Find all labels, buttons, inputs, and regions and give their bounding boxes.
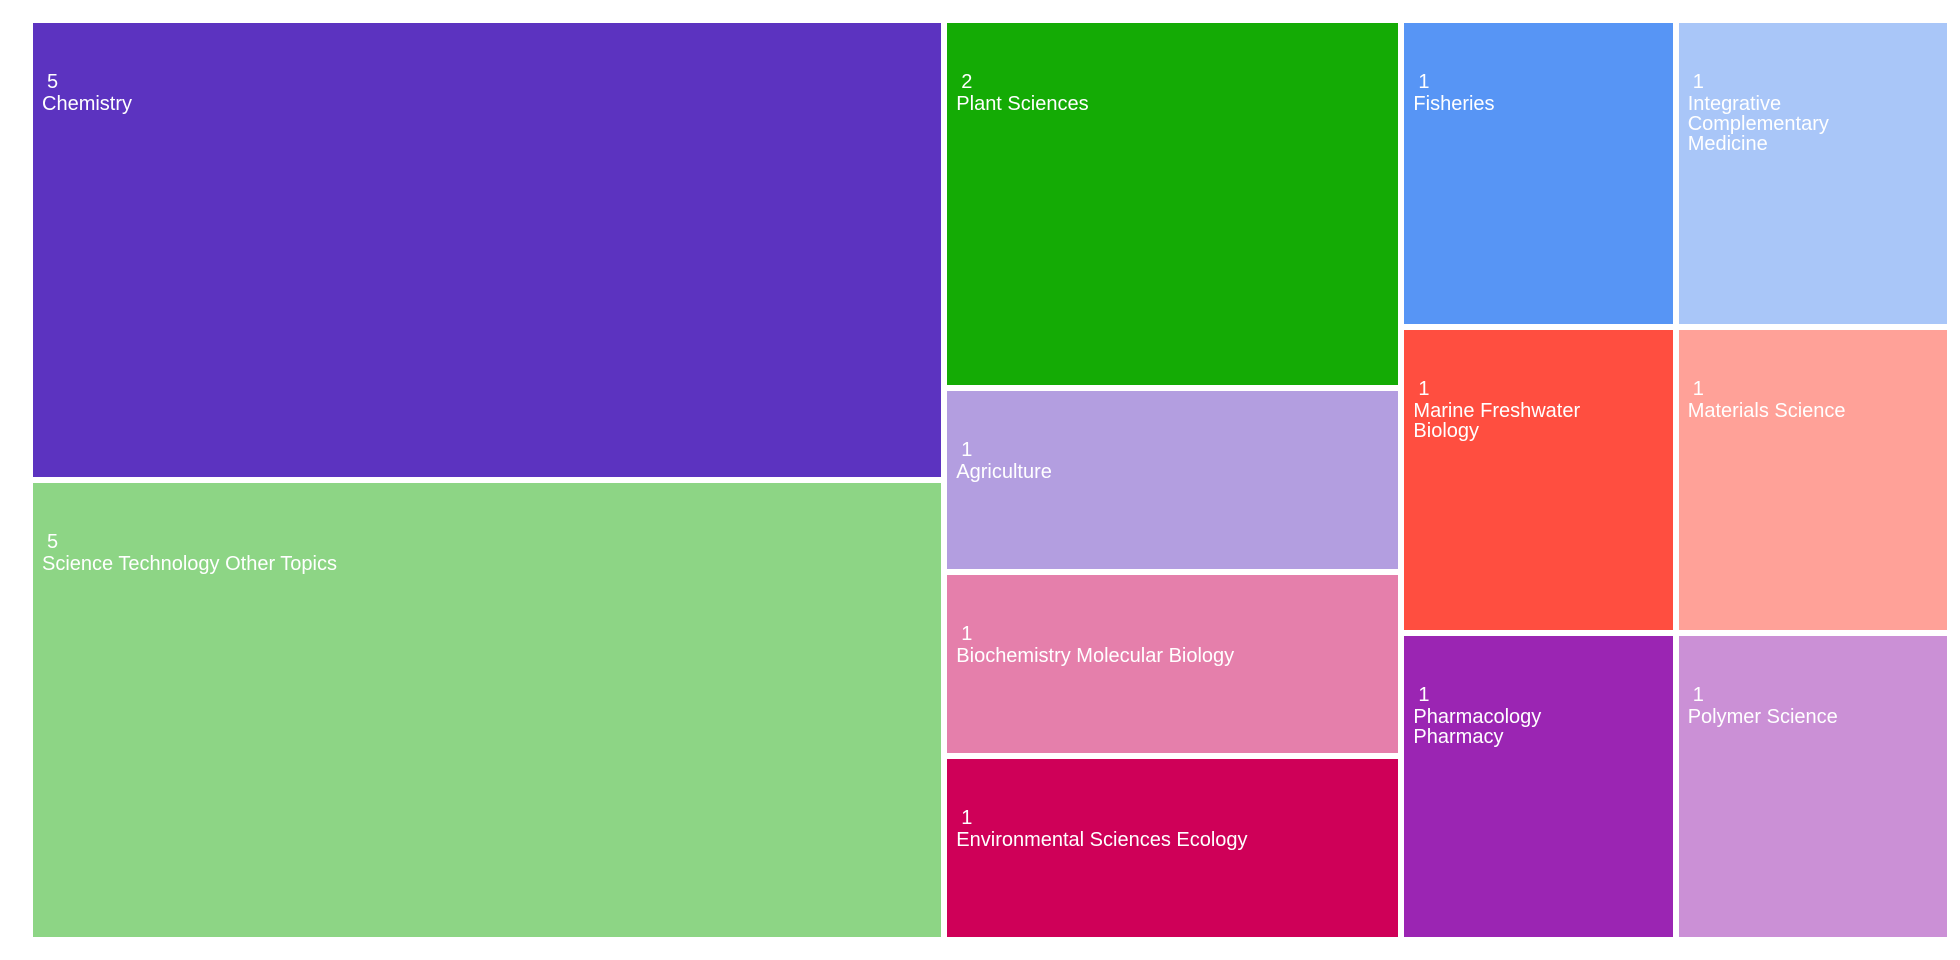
tile-label: Marine Freshwater Biology [1413,399,1581,442]
treemap-tile: 1 Environmental Sciences Ecology [947,759,1399,937]
tile-label: Agriculture [956,461,1052,483]
tile-label: Biochemistry Molecular Biology [956,645,1235,667]
treemap-tile: 1 Pharmacology Pharmacy [1404,636,1673,937]
tile-label: Materials Science [1687,399,1846,422]
tile-value: 1 [1418,684,1430,707]
treemap-tile: 1 Polymer Science [1678,636,1947,937]
tile-value: 1 [1418,377,1430,400]
treemap-tile: 2 Plant Sciences [947,23,1399,385]
treemap-tile: 5 Chemistry [33,23,942,477]
treemap-tile: 1 Marine Freshwater Biology [1404,329,1673,631]
tile-value: 1 [961,623,973,645]
tile-label: Environmental Sciences Ecology [956,829,1248,851]
tile-value: 1 [1692,684,1704,707]
tile-label: Chemistry [42,93,133,115]
tile-value: 1 [1418,71,1430,93]
tile-label: Science Technology Other Topics [42,553,337,575]
tile-value: 5 [47,531,59,553]
tile-value: 1 [1692,71,1704,93]
treemap-tile: 5 Science Technology Other Topics [33,483,942,937]
tile-label: Plant Sciences [956,93,1089,115]
tile-value: 1 [961,439,973,461]
tile-value: 1 [1692,377,1704,400]
treemap-tile: 1 Agriculture [947,391,1399,569]
treemap-tile: 1 Integrative Complementary Medicine [1678,23,1947,324]
tile-label: Pharmacology Pharmacy [1413,706,1542,749]
tile-label: Polymer Science [1687,706,1838,729]
tile-value: 2 [961,71,973,93]
treemap-tile: 1 Biochemistry Molecular Biology [947,575,1399,753]
tile-label: Fisheries [1413,93,1495,115]
treemap-tile: 1 Fisheries [1404,23,1673,324]
tile-value: 1 [961,807,973,829]
tile-value: 5 [47,71,59,93]
tile-label: Integrative Complementary Medicine [1687,93,1829,155]
treemap-tile: 1 Materials Science [1678,329,1947,631]
